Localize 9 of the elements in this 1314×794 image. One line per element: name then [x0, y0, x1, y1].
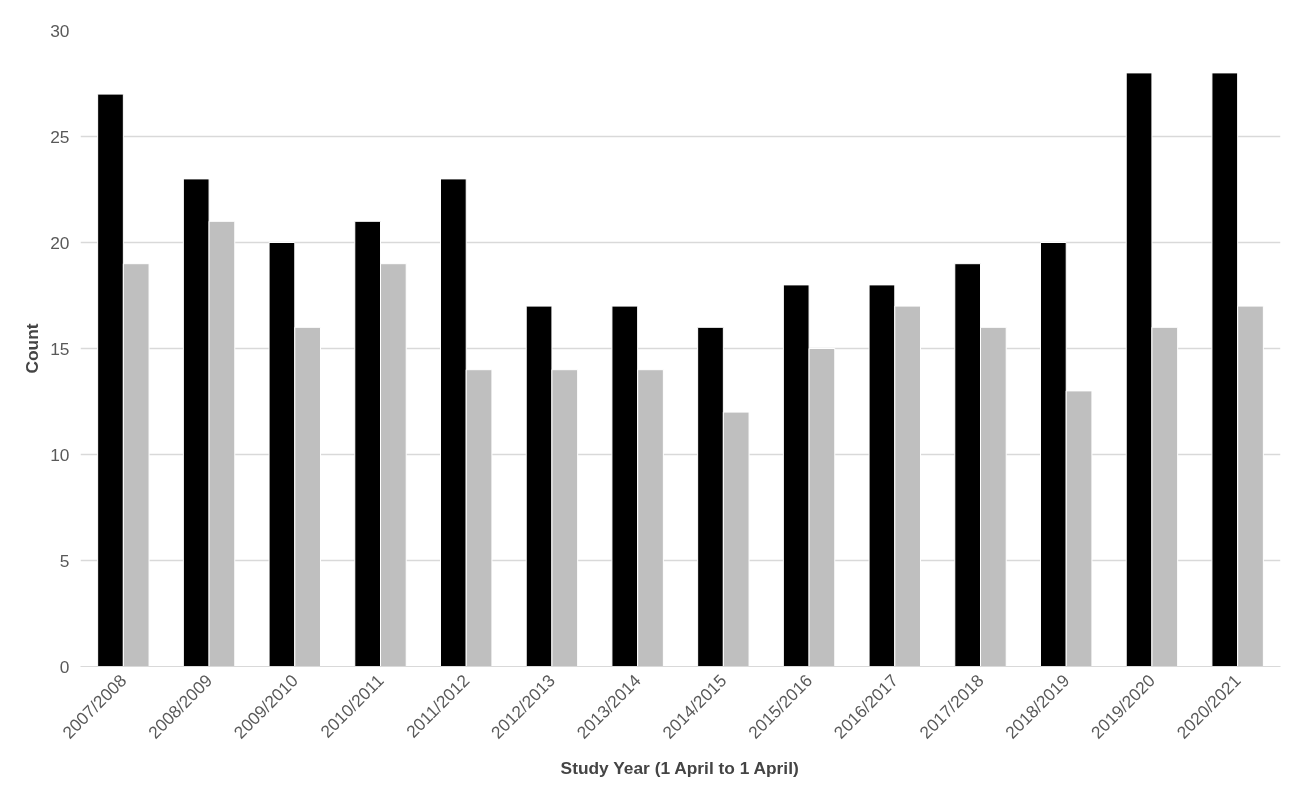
y-tick-label: 10 — [50, 444, 70, 465]
y-axis-title: Count — [22, 323, 43, 374]
y-tick-label: 0 — [59, 656, 70, 677]
y-tick-label: 30 — [50, 20, 70, 41]
y-tick-label: 15 — [50, 338, 70, 359]
y-tick-label: 25 — [50, 126, 70, 147]
y-tick-label: 20 — [50, 232, 70, 253]
y-tick-label: 5 — [59, 550, 70, 571]
x-axis-title: Study Year (1 April to 1 April) — [560, 757, 799, 778]
